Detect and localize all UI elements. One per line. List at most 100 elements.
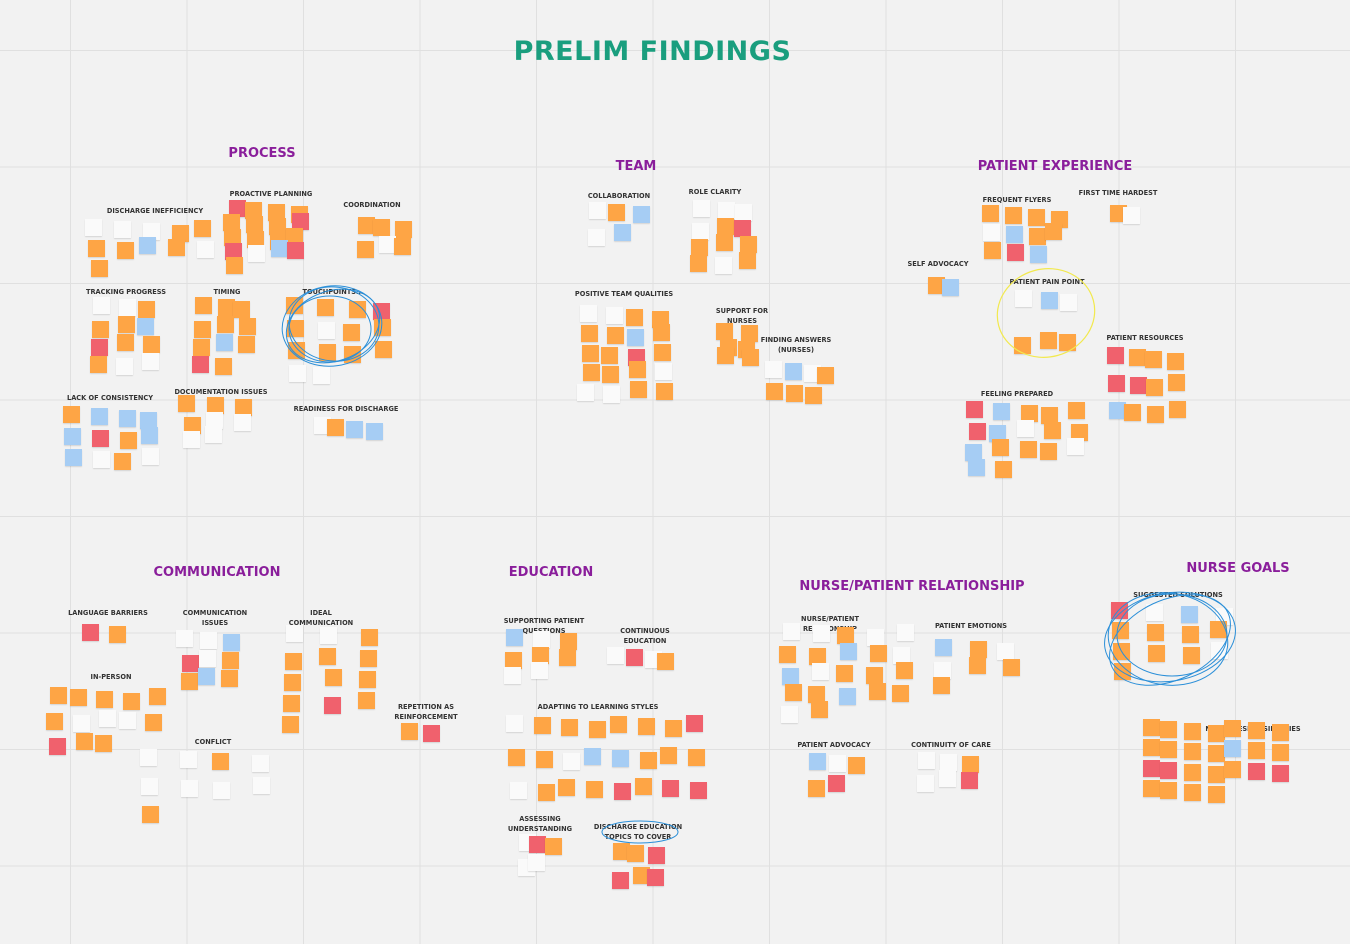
sticky-note-orange[interactable] <box>238 335 255 353</box>
sticky-note-orange[interactable] <box>1045 222 1062 240</box>
sticky-note-orange[interactable] <box>343 346 361 364</box>
sticky-note-orange[interactable] <box>375 341 392 359</box>
label-assessing-understanding[interactable]: ASSESSING UNDERSTANDING <box>507 815 573 833</box>
sticky-note-orange[interactable] <box>268 204 285 221</box>
sticky-note-white[interactable] <box>531 662 548 679</box>
sticky-note-orange[interactable] <box>1014 337 1031 354</box>
sticky-note-orange[interactable] <box>656 383 673 400</box>
sticky-note-white[interactable] <box>893 646 910 664</box>
sticky-note-orange[interactable] <box>633 867 650 884</box>
sticky-note-orange[interactable] <box>896 662 913 679</box>
sticky-note-orange[interactable] <box>1146 406 1164 423</box>
sticky-note-orange[interactable] <box>817 367 834 384</box>
section-title-patient-experience[interactable]: PATIENT EXPERIENCE <box>977 159 1133 174</box>
sticky-note-white[interactable] <box>917 775 934 792</box>
sticky-note-blue[interactable] <box>611 749 629 767</box>
label-communication-issues[interactable]: COMMUNICATION ISSUES <box>182 609 248 627</box>
sticky-note-orange[interactable] <box>811 701 829 718</box>
sticky-note-orange[interactable] <box>1183 723 1201 740</box>
sticky-note-orange[interactable] <box>90 356 107 373</box>
sticky-note-pink[interactable] <box>182 655 199 672</box>
sticky-note-orange[interactable] <box>245 202 262 219</box>
sticky-note-orange[interactable] <box>740 236 757 253</box>
sticky-note-white[interactable] <box>253 776 270 794</box>
sticky-note-orange[interactable] <box>933 677 950 694</box>
sticky-note-pink[interactable] <box>1108 374 1125 392</box>
sticky-note-orange[interactable] <box>235 399 252 416</box>
sticky-note-orange[interactable] <box>805 387 823 404</box>
sticky-note-orange[interactable] <box>122 693 140 710</box>
sticky-note-pink[interactable] <box>1007 244 1024 261</box>
sticky-note-white[interactable] <box>199 632 217 649</box>
sticky-note-orange[interactable] <box>172 225 189 242</box>
sticky-note-pink[interactable] <box>690 782 707 799</box>
sticky-note-orange[interactable] <box>222 652 239 669</box>
sticky-note-white[interactable] <box>213 781 231 799</box>
label-tracking-progress[interactable]: TRACKING PROGRESS <box>85 288 167 296</box>
sticky-note-orange[interactable] <box>374 318 391 336</box>
sticky-note-white[interactable] <box>99 709 116 727</box>
sticky-note-orange[interactable] <box>533 717 551 734</box>
sticky-note-white[interactable] <box>176 630 193 647</box>
sticky-note-orange[interactable] <box>181 673 198 690</box>
sticky-note-orange[interactable] <box>1145 378 1163 396</box>
label-discharge-inefficiency[interactable]: DISCHARGE INEFFICIENCY <box>106 207 204 215</box>
label-repetition-as-reinforcement[interactable]: REPETITION AS REINFORCEMENT <box>394 703 458 721</box>
sticky-note-blue[interactable] <box>346 421 364 438</box>
sticky-note-orange[interactable] <box>1183 784 1201 801</box>
sticky-note-orange[interactable] <box>586 781 604 798</box>
sticky-note-orange[interactable] <box>607 326 625 344</box>
sticky-note-white[interactable] <box>997 643 1014 660</box>
sticky-note-orange[interactable] <box>1168 373 1185 391</box>
sticky-note-orange[interactable] <box>50 687 67 704</box>
sticky-note-orange[interactable] <box>741 325 758 342</box>
sticky-note-orange[interactable] <box>193 338 210 356</box>
sticky-note-orange[interactable] <box>848 757 865 774</box>
label-frequent-flyers[interactable]: FREQUENT FLYERS <box>982 196 1052 204</box>
label-continuity-of-care[interactable]: CONTINUITY OF CARE <box>911 741 991 749</box>
sticky-note-orange[interactable] <box>91 260 108 277</box>
sticky-note-orange[interactable] <box>118 316 135 334</box>
sticky-note-orange[interactable] <box>1003 658 1020 676</box>
sticky-note-orange[interactable] <box>992 439 1010 457</box>
sticky-note-orange[interactable] <box>195 297 212 314</box>
sticky-note-orange[interactable] <box>715 234 733 251</box>
sticky-note-orange[interactable] <box>532 646 549 664</box>
sticky-note-orange[interactable] <box>581 324 598 342</box>
sticky-note-blue[interactable] <box>197 668 215 685</box>
sticky-note-white[interactable] <box>577 384 594 401</box>
sticky-note-orange[interactable] <box>690 255 707 272</box>
sticky-note-orange[interactable] <box>194 321 211 339</box>
label-readiness-for-discharge[interactable]: READINESS FOR DISCHARGE <box>293 405 399 413</box>
sticky-note-orange[interactable] <box>1028 209 1045 226</box>
sticky-note-orange[interactable] <box>1143 780 1160 797</box>
sticky-note-orange[interactable] <box>716 323 733 340</box>
sticky-note-orange[interactable] <box>607 204 625 221</box>
sticky-note-orange[interactable] <box>1148 644 1165 662</box>
label-role-clarity[interactable]: ROLE CLARITY <box>688 188 742 196</box>
label-patient-resources[interactable]: PATIENT RESOURCES <box>1106 334 1184 342</box>
sticky-note-orange[interactable] <box>808 780 825 797</box>
sticky-note-pink[interactable] <box>647 869 664 886</box>
sticky-note-pink[interactable] <box>1143 759 1160 777</box>
sticky-note-white[interactable] <box>142 353 159 370</box>
sticky-note-white[interactable] <box>580 305 597 322</box>
sticky-note-orange[interactable] <box>1112 622 1129 640</box>
sticky-note-orange[interactable] <box>868 682 886 700</box>
sticky-note-orange[interactable] <box>865 667 883 684</box>
label-patient-emotions[interactable]: PATIENT EMOTIONS <box>934 622 1008 630</box>
sticky-note-orange[interactable] <box>361 629 378 646</box>
sticky-note-orange[interactable] <box>665 720 683 737</box>
label-self-advocacy[interactable]: SELF ADVOCACY <box>907 260 969 268</box>
sticky-note-orange[interactable] <box>401 723 418 740</box>
sticky-note-orange[interactable] <box>360 650 377 667</box>
sticky-note-orange[interactable] <box>92 321 109 339</box>
sticky-note-orange[interactable] <box>138 301 155 318</box>
sticky-note-white[interactable] <box>143 223 160 240</box>
sticky-note-blue[interactable] <box>91 408 108 425</box>
sticky-note-pink[interactable] <box>827 775 845 792</box>
sticky-note-orange[interactable] <box>109 626 126 643</box>
sticky-note-blue[interactable] <box>993 403 1011 420</box>
sticky-note-orange[interactable] <box>637 718 655 735</box>
sticky-note-white[interactable] <box>141 777 158 795</box>
